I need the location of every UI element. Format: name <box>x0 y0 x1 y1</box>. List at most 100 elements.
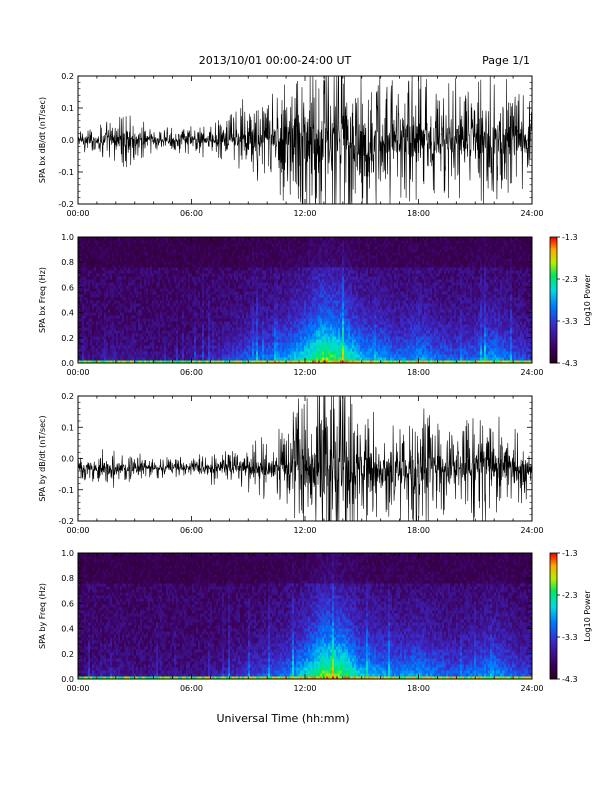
heat-cell <box>274 321 277 325</box>
heat-cell <box>92 252 95 256</box>
heat-cell <box>128 237 131 241</box>
heat-cell <box>308 273 311 277</box>
heat-cell <box>124 246 127 250</box>
heat-cell <box>88 246 91 250</box>
heat-cell <box>88 321 91 325</box>
heat-cell <box>160 258 163 262</box>
heat-cell <box>84 327 87 331</box>
heat-cell <box>82 243 85 247</box>
heat-cell <box>126 291 129 295</box>
heat-cell <box>194 348 197 352</box>
heat-cell <box>290 330 293 334</box>
heat-cell <box>182 345 185 349</box>
heat-cell <box>138 243 141 247</box>
heat-cell <box>160 288 163 292</box>
heat-cell <box>176 336 179 340</box>
heat-cell <box>244 357 247 361</box>
heat-cell <box>266 312 269 316</box>
heat-cell <box>264 327 267 331</box>
heat-cell <box>164 342 167 346</box>
heat-cell <box>246 336 249 340</box>
heat-cell <box>278 342 281 346</box>
heat-cell <box>126 354 129 358</box>
heat-cell <box>182 315 185 319</box>
heat-cell <box>198 357 201 361</box>
heat-cell <box>302 324 305 328</box>
heat-cell <box>152 240 155 244</box>
heat-cell <box>120 297 123 301</box>
heat-cell <box>250 354 253 358</box>
heat-cell <box>152 345 155 349</box>
heat-cell <box>86 330 89 334</box>
heat-cell <box>206 333 209 337</box>
heat-cell <box>172 291 175 295</box>
heat-cell <box>170 255 173 259</box>
heat-cell <box>262 312 265 316</box>
heat-cell <box>154 336 157 340</box>
heat-cell <box>240 255 243 259</box>
heat-cell <box>192 261 195 265</box>
heat-cell <box>150 348 153 352</box>
heat-cell <box>230 246 233 250</box>
heat-cell <box>96 252 99 256</box>
heat-cell <box>118 306 121 310</box>
heat-cell <box>230 291 233 295</box>
heat-cell <box>250 288 253 292</box>
heat-cell <box>146 351 149 355</box>
heat-cell <box>118 246 121 250</box>
heat-cell <box>238 351 241 355</box>
heat-cell <box>158 321 161 325</box>
heat-cell <box>228 276 231 280</box>
heat-cell <box>124 330 127 334</box>
heat-cell <box>220 357 223 361</box>
heat-cell <box>96 306 99 310</box>
heat-cell <box>308 309 311 313</box>
heat-cell <box>240 303 243 307</box>
heat-cell <box>144 249 147 253</box>
heat-cell <box>244 315 247 319</box>
heat-cell <box>240 243 243 247</box>
heat-cell <box>278 261 281 265</box>
heat-cell <box>218 318 221 322</box>
heat-cell <box>266 294 269 298</box>
heat-cell <box>88 288 91 292</box>
heat-cell <box>298 285 301 289</box>
heat-cell <box>296 255 299 259</box>
heat-cell <box>182 318 185 322</box>
heat-cell <box>264 345 267 349</box>
heat-cell <box>170 336 173 340</box>
heat-cell <box>220 285 223 289</box>
heat-cell <box>278 279 281 283</box>
heat-cell <box>128 327 131 331</box>
heat-cell <box>190 306 193 310</box>
heat-cell <box>306 285 309 289</box>
heat-cell <box>272 285 275 289</box>
heat-cell <box>216 309 219 313</box>
heat-cell <box>78 240 81 244</box>
heat-cell <box>306 336 309 340</box>
heat-cell <box>202 276 205 280</box>
heat-cell <box>238 321 241 325</box>
heat-cell <box>256 318 259 322</box>
heat-cell <box>94 297 97 301</box>
heat-cell <box>290 309 293 313</box>
heat-cell <box>218 291 221 295</box>
heat-cell <box>194 264 197 268</box>
heat-cell <box>86 303 89 307</box>
heat-cell <box>152 324 155 328</box>
heat-cell <box>92 270 95 274</box>
heat-cell <box>92 354 95 358</box>
heat-cell <box>154 297 157 301</box>
heat-cell <box>78 303 81 307</box>
heat-cell <box>274 357 277 361</box>
heat-cell <box>286 336 289 340</box>
heat-cell <box>272 312 275 316</box>
heat-cell <box>194 339 197 343</box>
heat-cell <box>100 294 103 298</box>
heat-cell <box>206 249 209 253</box>
heat-cell <box>148 270 151 274</box>
heat-cell <box>96 330 99 334</box>
heat-cell <box>232 237 235 241</box>
heat-cell <box>164 321 167 325</box>
heat-cell <box>232 354 235 358</box>
